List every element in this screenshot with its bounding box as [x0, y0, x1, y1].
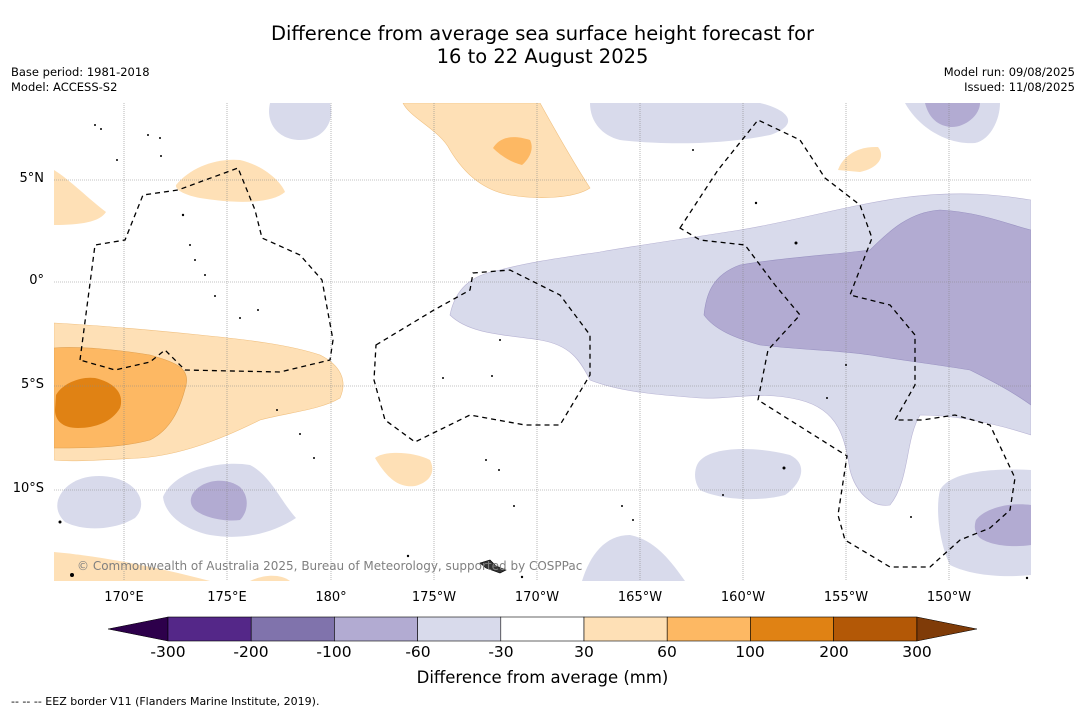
colorbar-segment: [583, 616, 668, 642]
lat-label-5s: 5°S: [20, 377, 44, 392]
anomaly-region-orange-west-core: [55, 377, 122, 428]
lon-label-180: 180°: [315, 590, 347, 605]
anomaly-region-orange-bottom-left: [54, 552, 210, 581]
colorbar-label: 60: [657, 643, 677, 661]
lon-label-150w: 150°W: [926, 590, 972, 605]
colorbar-segment: [417, 616, 502, 642]
colorbar-over-arrow: [916, 616, 978, 642]
anomaly-region-orange-top-right: [838, 146, 882, 172]
colorbar-label: -100: [316, 643, 352, 661]
colorbar-label: -30: [488, 643, 514, 661]
anomaly-region-orange-bottom-left-b: [250, 575, 290, 581]
colorbar: [107, 616, 978, 642]
lat-label-5n: 5°N: [19, 171, 45, 186]
anomaly-region-bottom-center-b: [582, 535, 685, 581]
map-fields: [54, 103, 1031, 581]
anomaly-region-orange-top-center-core: [493, 137, 532, 165]
colorbar-label: -300: [150, 643, 186, 661]
base-period-text: Base period: 1981-2018: [11, 65, 150, 79]
lon-label-175w: 175°W: [411, 590, 457, 605]
anomaly-region-orange-top-left: [54, 170, 106, 225]
colorbar-title: Difference from average (mm): [416, 668, 669, 687]
colorbar-segment: [833, 616, 918, 642]
colorbar-label: 30: [574, 643, 594, 661]
chart-title-line2: 16 to 22 August 2025: [436, 45, 649, 68]
lon-label-165w: 165°W: [617, 590, 663, 605]
anomaly-region-bottom-center-a: [695, 449, 802, 500]
anomaly-region-bottom-left-b-core: [190, 480, 247, 521]
model-run-text: Model run: 09/08/2025: [943, 65, 1075, 79]
eez-border-central: [373, 269, 591, 443]
eez-border-west: [79, 167, 334, 373]
lat-label-10s: 10°S: [12, 481, 44, 496]
colorbar-segment: [500, 616, 585, 642]
island-markers: [58, 124, 1029, 580]
colorbar-label: -200: [233, 643, 269, 661]
lon-label-155w: 155°W: [823, 590, 869, 605]
colorbar-label: -60: [405, 643, 431, 661]
colorbar-segment: [167, 616, 252, 642]
anomaly-region-top-left: [269, 103, 332, 140]
anomaly-region-top-right-core: [925, 103, 980, 128]
anomaly-region-medium-purple-east: [703, 209, 1031, 406]
colorbar-segment: [666, 616, 751, 642]
colorbar-segments: [167, 616, 918, 642]
colorbar-label: 200: [819, 643, 849, 661]
lat-label-0: 0°: [29, 273, 44, 288]
lon-label-160w: 160°W: [720, 590, 766, 605]
colorbar-label: 300: [902, 643, 932, 661]
colorbar-segment: [250, 616, 335, 642]
lon-label-175e: 175°E: [207, 590, 247, 605]
copyright-text: © Commonwealth of Australia 2025, Bureau…: [77, 559, 583, 573]
colorbar-under-arrow: [107, 616, 169, 642]
colorbar-label: 100: [735, 643, 765, 661]
anomaly-region-orange-top-mid: [175, 159, 285, 202]
anomaly-region-orange-south: [375, 452, 433, 487]
anomaly-region-bottom-right-core: [974, 504, 1031, 547]
eez-borders: [79, 119, 1016, 568]
map-gridlines: [54, 103, 1031, 581]
colorbar-segment: [750, 616, 834, 642]
issued-text: Issued: 11/08/2025: [964, 80, 1075, 94]
model-text: Model: ACCESS-S2: [11, 80, 118, 94]
anomaly-region-top-center: [590, 103, 789, 144]
anomaly-region-bottom-left-a: [57, 476, 142, 529]
lon-label-170w: 170°W: [514, 590, 560, 605]
chart-title-line1: Difference from average sea surface heig…: [270, 22, 815, 45]
colorbar-segment: [334, 616, 418, 642]
lon-label-170e: 170°E: [104, 590, 144, 605]
eez-legend: -- -- -- EEZ border V11 (Flanders Marine…: [11, 695, 320, 708]
island-samoa: [479, 559, 507, 574]
